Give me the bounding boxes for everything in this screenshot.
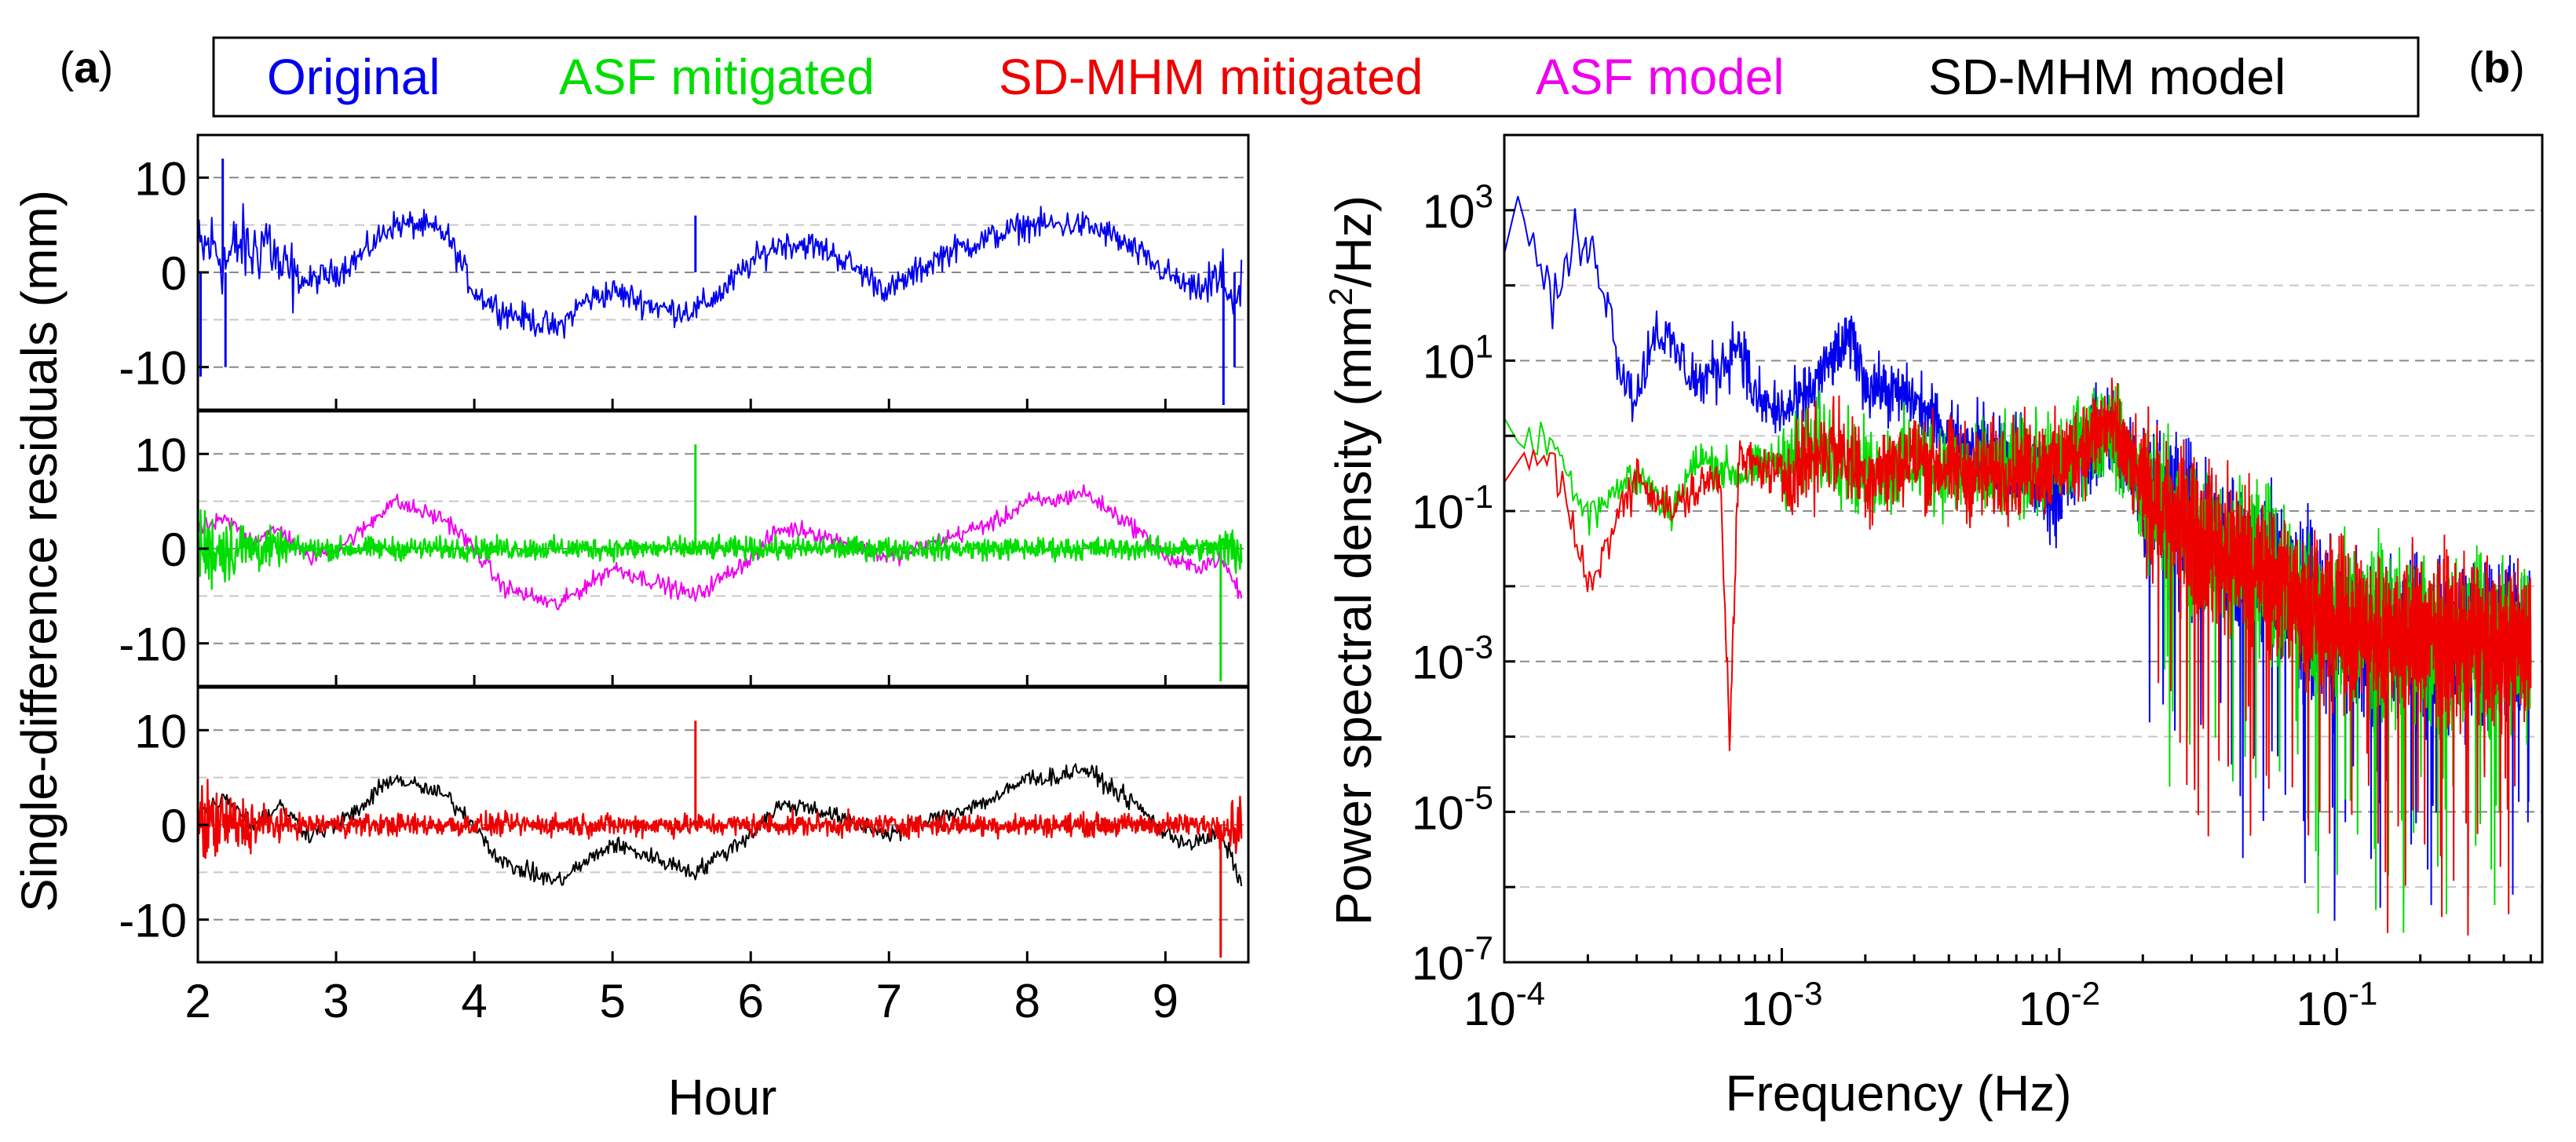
series-line-asf-model [197,484,1243,611]
ytick-label: 10-5 [1412,779,1493,839]
xtick-exp: -2 [2071,975,2100,1012]
ytick-exp: -1 [1464,478,1493,515]
ytick-label: 10-3 [1412,629,1493,689]
panel-a-subplot-3: 10 0 -10 [119,686,1250,964]
panel-a-ylabel: Single-difference residuals (mm) [11,190,68,912]
xtick-label: 10-4 [1463,975,1545,1035]
ytick-exp: -7 [1464,929,1493,966]
ytick-label: 0 [161,800,187,852]
panel-a-subplot-2: 10 0 -10 [119,410,1250,688]
legend-entry-original: Original [267,49,440,105]
series-line-asf-mitigated [196,509,1243,590]
legend-entry-asf-mitigated: ASF mitigated [559,49,875,105]
xtick-label: 10-1 [2296,975,2377,1035]
panel-label-b: (b) [2468,42,2525,92]
xtick-label: 5 [599,975,625,1027]
series-line-sd-mhm-mitigated [196,779,1243,859]
panel-label-letter: a [74,42,99,92]
psd-line-sd-mhm-mitigated [1504,378,2532,936]
xtick-label: 8 [1014,975,1040,1027]
xtick-label: 4 [461,975,487,1027]
ytick-exp: 1 [1475,327,1493,364]
xtick-base: 10 [2296,983,2348,1035]
ytick-base: 10 [1412,486,1464,538]
xtick-exp: -1 [2348,975,2377,1012]
ytick-base: 10 [1412,937,1464,990]
ytick-base: 10 [1412,786,1464,839]
xtick-label: 7 [876,975,902,1027]
xtick-exp: -4 [1516,975,1545,1012]
panel-a-subplot-1: 10 0 -10 [119,133,1250,411]
series-line-sd-mhm-model [197,763,1243,887]
ytick-label: 10-7 [1412,929,1493,990]
ytick-exp: -3 [1464,629,1493,666]
panel-b-ylabel-tail: /Hz) [1325,195,1382,287]
panel-label-paren-open: ( [2468,42,2483,92]
xtick-label: 3 [323,975,349,1027]
ytick-label: -10 [119,895,187,947]
ytick-label: 10 [134,429,187,481]
ytick-label: 0 [161,247,187,300]
ytick-label: -10 [119,618,187,671]
legend-frame [212,36,2420,118]
series-line-original [197,202,1243,339]
panel-label-letter: b [2483,42,2510,92]
panel-b-xlabel: Frequency (Hz) [1726,1065,2072,1122]
ytick-base: 10 [1423,185,1475,238]
panel-label-paren-open: ( [60,42,75,92]
xtick-exp: -3 [1793,975,1822,1012]
ytick-label: 103 [1423,177,1493,238]
ytick-label: 10-1 [1412,478,1493,538]
panel-b-ylabel-sup: 2 [1322,287,1359,305]
panel-a-xlabel: Hour [668,1069,777,1126]
ytick-label: 101 [1423,327,1493,388]
panel-a-residuals: 10 0 -10 10 0 -10 10 0 -10 2 3 4 5 6 7 8 9 [119,133,1250,1027]
panel-b-ylabel-main: Power spectral density (mm [1325,306,1382,926]
ytick-base: 10 [1412,637,1464,689]
panel-b-ylabel: Power spectral density (mm2/Hz) [1322,195,1382,925]
panel-label-paren-close: ) [99,42,114,92]
xtick-label: 2 [185,975,210,1027]
xtick-base: 10 [2019,983,2071,1035]
legend-entry-asf-model: ASF model [1536,49,1785,105]
ytick-exp: 3 [1475,177,1493,214]
ytick-label: -10 [119,342,187,395]
ytick-label: 10 [134,705,187,757]
ytick-label: 10 [134,152,187,205]
psd-frame [1503,133,2544,964]
xtick-label: 6 [738,975,764,1027]
xtick-label: 10-3 [1741,975,1822,1035]
legend-entry-sd-mhm-model: SD-MHM model [1928,49,2286,105]
legend-entry-sd-mhm-mitigated: SD-MHM mitigated [999,49,1423,105]
legend: Original ASF mitigated SD-MHM mitigated … [212,36,2420,118]
ytick-exp: -5 [1464,779,1493,815]
xtick-base: 10 [1741,983,1793,1035]
xtick-label: 9 [1153,975,1178,1027]
panel-label-paren-close: ) [2510,42,2525,92]
xtick-base: 10 [1463,983,1516,1035]
panel-label-a: (a) [60,42,113,92]
ytick-label: 0 [161,524,187,576]
xtick-label: 10-2 [2019,975,2100,1035]
ytick-base: 10 [1423,335,1475,388]
